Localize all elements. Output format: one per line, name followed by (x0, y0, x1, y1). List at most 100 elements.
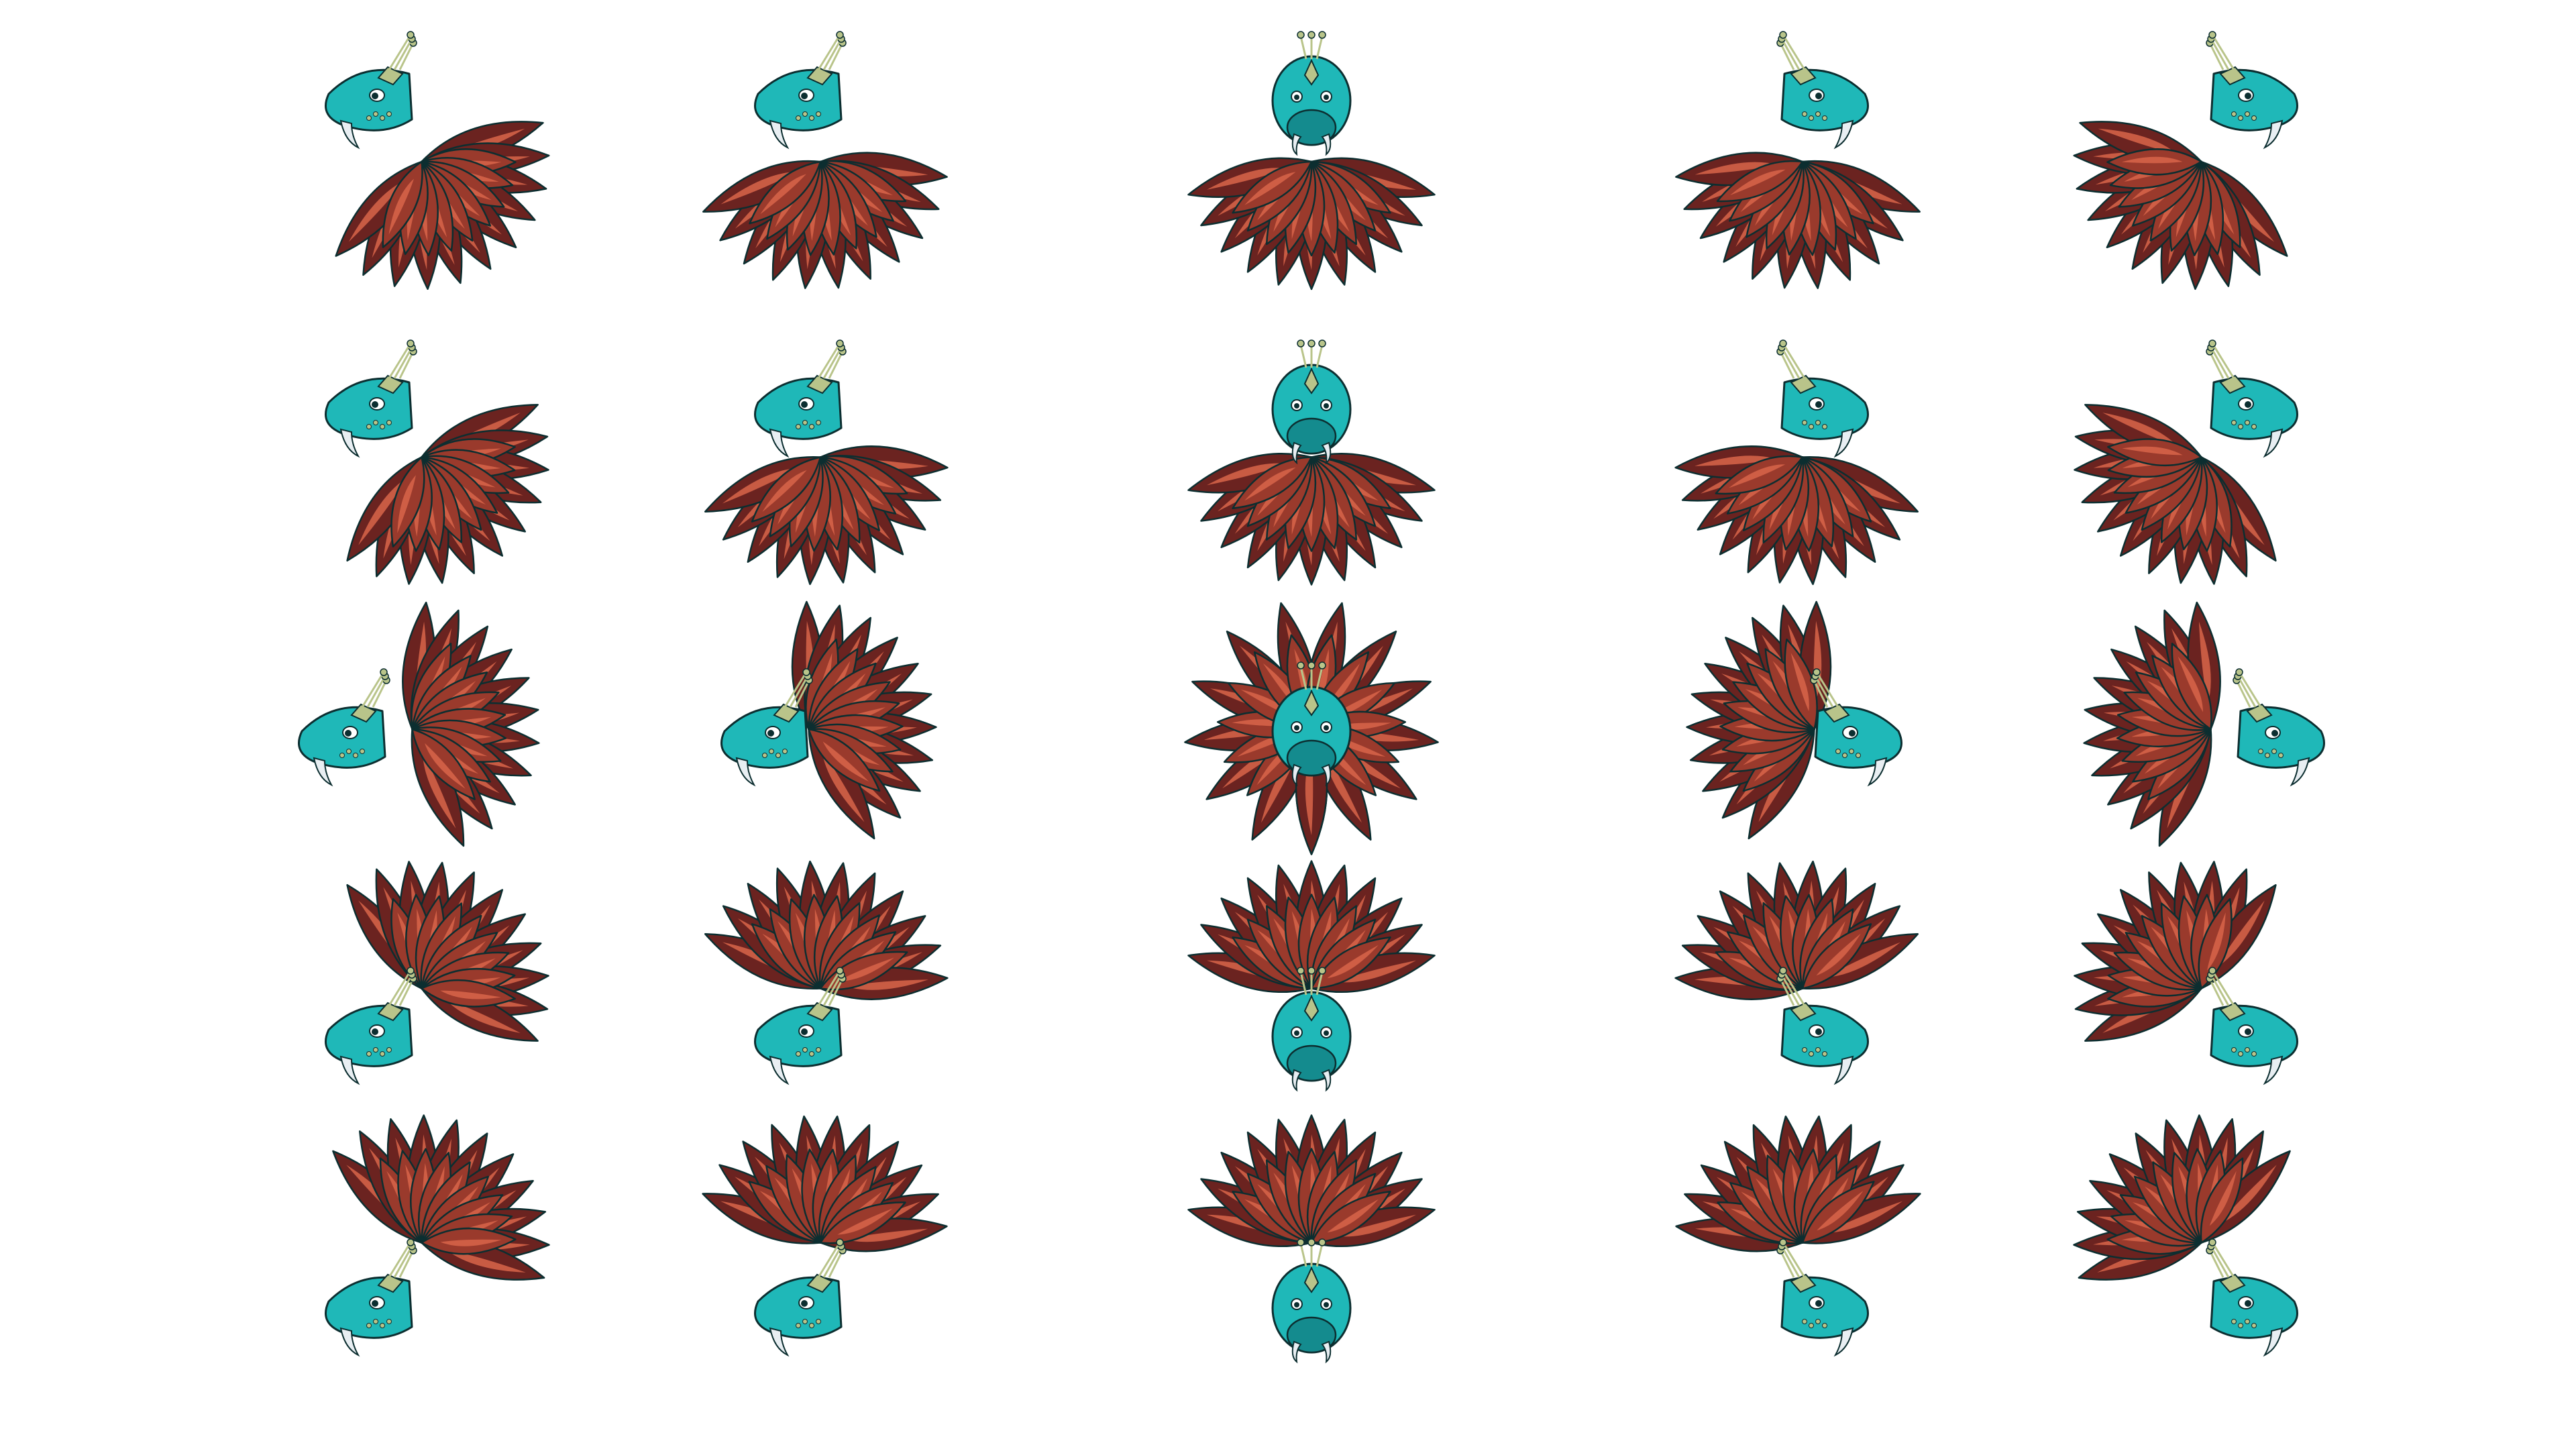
pupil (801, 1300, 808, 1307)
head-shape (754, 377, 843, 440)
scale-bead (1815, 420, 1821, 425)
antenna (1316, 1243, 1324, 1267)
pupil (2245, 1028, 2251, 1035)
head-shape (1780, 377, 1869, 440)
forehead-ornament (2219, 66, 2246, 86)
forehead-ornament (1790, 374, 1817, 394)
scale-bead (796, 1051, 801, 1057)
scale-bead (2238, 1051, 2243, 1057)
pupil (1294, 725, 1299, 731)
feather-highlight (722, 468, 798, 504)
scale-bead (816, 1319, 821, 1324)
tusk (735, 757, 756, 787)
tusk (1833, 119, 1854, 150)
antenna (1814, 676, 1834, 708)
feather-highlight (845, 979, 928, 990)
feather-highlight (2098, 128, 2178, 154)
scale-bead (802, 1047, 808, 1053)
creature-drawing (325, 1114, 550, 1357)
tusk (1321, 1340, 1332, 1364)
creature-head (1776, 31, 1869, 150)
antenna (1779, 351, 1795, 379)
creature-sprite-lower-left (309, 828, 577, 1097)
feather-highlight (1695, 162, 1778, 175)
feather-highlight (358, 478, 407, 545)
antenna (817, 970, 841, 1006)
feather-highlight (2122, 446, 2183, 455)
antenna (1316, 36, 1324, 60)
antenna (2210, 974, 2230, 1006)
feather-fan (1674, 445, 1919, 586)
antenna (1299, 36, 1307, 60)
scale-bead (339, 753, 345, 758)
creature-drawing (1184, 602, 1439, 855)
antenna-bead (1318, 339, 1326, 347)
creature-sprite-upper-right (2046, 339, 2314, 617)
scale-bead (2251, 424, 2257, 429)
antenna (2211, 970, 2235, 1006)
scale-bead (1849, 749, 1854, 754)
antenna (784, 672, 808, 708)
antenna (1782, 970, 1806, 1006)
creature-sprite-side-front-left (691, 590, 959, 859)
feather-highlight (440, 990, 501, 1000)
feather-fan (2074, 861, 2277, 1042)
forehead-ornament (806, 1273, 833, 1293)
feather-fan (346, 861, 549, 1042)
antenna (393, 1246, 413, 1278)
antenna (1316, 971, 1324, 996)
creature-drawing (704, 860, 949, 1085)
feather-highlight (1817, 1191, 1864, 1231)
antenna (822, 974, 843, 1006)
creature-sprite-front (1177, 590, 1446, 859)
creature-head (754, 339, 847, 458)
creature-sprite-side-front-right (1664, 590, 1932, 859)
scale-bead (373, 1047, 378, 1053)
antenna (398, 42, 415, 70)
pupil (1324, 1302, 1329, 1307)
feather-highlight (1327, 945, 1379, 979)
creature-head (754, 967, 847, 1085)
scale-bead (380, 424, 385, 429)
feather-highlight (1816, 933, 1861, 976)
tusk (1291, 763, 1302, 787)
creature-drawing (2083, 601, 2325, 847)
forehead-ornament (1790, 66, 1817, 86)
scale-bead (775, 753, 781, 758)
creature-head (2233, 668, 2325, 787)
scale-bead (809, 1051, 814, 1057)
creature-drawing (1187, 31, 1436, 290)
forehead-ornament (377, 66, 404, 86)
tusk (1321, 133, 1332, 156)
pupil (1294, 403, 1299, 409)
creature-drawing (720, 600, 937, 840)
scale-bead (816, 1047, 821, 1053)
pupil (372, 1028, 378, 1035)
tusk (2263, 1055, 2284, 1085)
antenna (1782, 34, 1806, 70)
creature-drawing (1686, 600, 1902, 840)
feather-highlight (348, 180, 405, 242)
head-shape (1780, 1276, 1869, 1339)
antenna (372, 680, 388, 708)
antenna (2208, 978, 2224, 1006)
feather-fan (1675, 152, 1921, 289)
antenna-bead (1307, 661, 1316, 669)
antenna (388, 1242, 412, 1278)
scale-bead (1802, 420, 1807, 425)
feather-highlight (822, 741, 869, 782)
antenna (822, 347, 843, 379)
forehead-ornament (1303, 367, 1320, 394)
antenna-bead (407, 967, 415, 975)
feather-fan (704, 860, 949, 1000)
feather-fan (1187, 453, 1436, 586)
forehead-ornament (377, 1002, 404, 1022)
scale-bead (2245, 420, 2250, 425)
creature-head (754, 31, 847, 150)
head-shape (2210, 1004, 2298, 1067)
pupil (801, 1028, 808, 1035)
antenna (366, 676, 386, 708)
antenna (1782, 1242, 1806, 1278)
feather-highlight (1695, 455, 1778, 466)
antenna-bead (1297, 339, 1305, 347)
